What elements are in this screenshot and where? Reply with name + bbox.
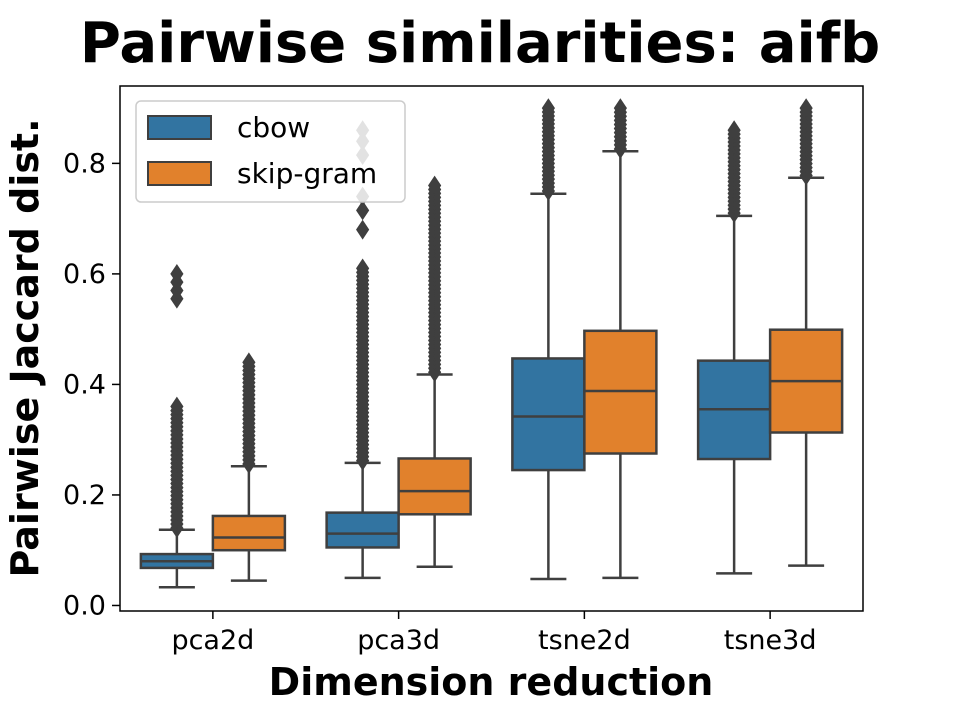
x-tick-label: pca2d — [171, 625, 254, 656]
outlier-marker — [242, 352, 256, 373]
y-tick-label: 0.8 — [63, 148, 106, 179]
outlier-marker — [541, 98, 555, 119]
legend-label-skip-gram: skip-gram — [237, 157, 377, 190]
iqr-box — [211, 514, 287, 552]
legend-label-cbow: cbow — [237, 111, 310, 144]
outlier-marker — [799, 98, 813, 119]
iqr-box — [397, 457, 472, 516]
plot-frame — [119, 85, 864, 612]
x-axis-label: Dimension reduction — [269, 660, 714, 704]
y-tick-label: 0.6 — [63, 259, 106, 290]
iqr-box — [325, 511, 400, 549]
outlier-marker — [727, 120, 741, 141]
legend-swatch-skip-gram — [147, 161, 212, 186]
outlier-marker — [356, 258, 370, 279]
outlier-marker — [356, 219, 370, 240]
legend: cbow skip-gram — [135, 100, 406, 203]
iqr-box — [511, 357, 586, 472]
y-tick-label: 0.4 — [63, 369, 106, 400]
box-skip-gram-pca2d — [211, 352, 287, 582]
y-tick-label: 0.0 — [63, 590, 106, 621]
box-cbow-tsne2d — [511, 98, 586, 581]
x-tick-label: tsne3d — [724, 625, 817, 656]
box-skip-gram-tsne2d — [583, 98, 658, 580]
outlier-marker — [428, 175, 442, 196]
x-tick-label: pca3d — [357, 625, 440, 656]
legend-swatch-cbow — [147, 115, 212, 140]
box-cbow-tsne3d — [696, 120, 772, 575]
x-tick-label: tsne2d — [538, 625, 631, 656]
outlier-marker — [356, 200, 370, 221]
chart-title: Pairwise similarities: aifb — [80, 11, 880, 76]
box-cbow-pca2d — [139, 263, 215, 589]
y-axis-label: Pairwise Jaccard dist. — [3, 118, 47, 577]
outlier-marker — [170, 263, 184, 284]
y-tick-label: 0.2 — [63, 480, 106, 511]
box-skip-gram-tsne3d — [768, 98, 844, 567]
box-skip-gram-pca3d — [397, 175, 472, 569]
outlier-marker — [170, 396, 184, 417]
outlier-marker — [613, 98, 627, 119]
